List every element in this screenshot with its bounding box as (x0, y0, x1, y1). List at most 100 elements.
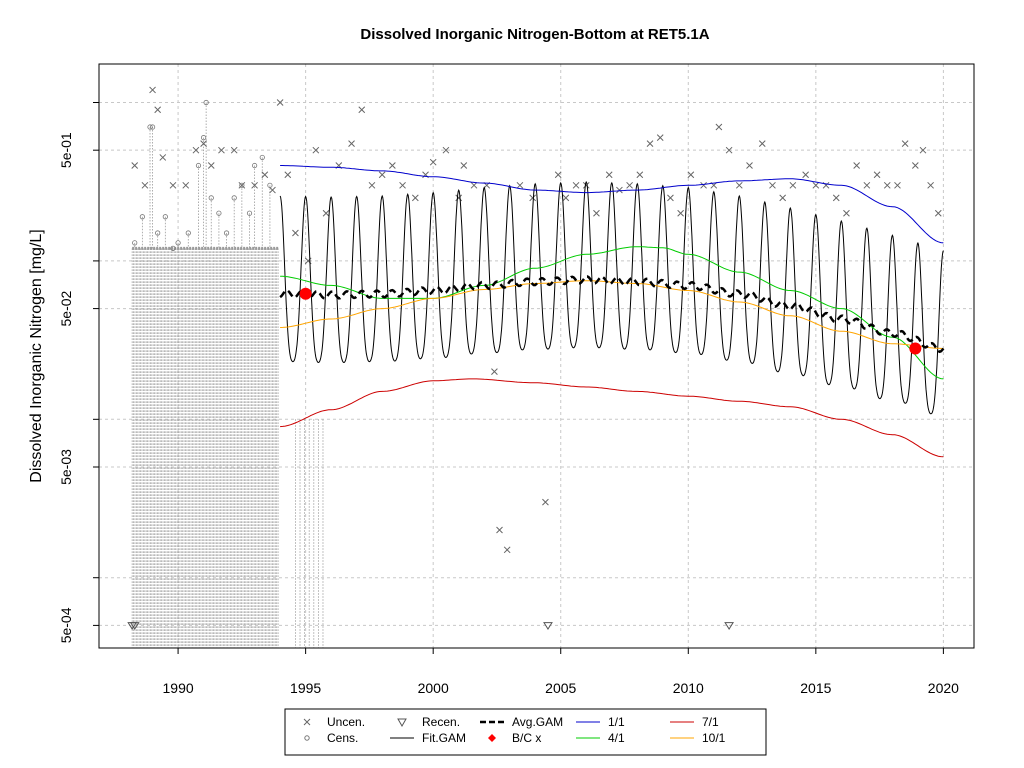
uncensored-point (572, 181, 580, 189)
uncensored-point (218, 146, 225, 154)
uncensored-point (141, 181, 149, 189)
uncensored-point (554, 171, 562, 179)
uncensored-point (159, 154, 167, 161)
uncensored-point (276, 99, 284, 106)
uncensored-point (411, 194, 419, 202)
censored-point (175, 240, 181, 246)
y-tick-label: 5e-03 (58, 449, 74, 485)
uncensored-point (149, 86, 156, 94)
censored-point (139, 214, 145, 220)
uncensored-point (758, 140, 766, 147)
legend-item: 4/1 (576, 731, 625, 745)
censored-point (216, 210, 222, 216)
uncensored-point (348, 140, 355, 147)
grid (99, 64, 974, 648)
censored-point (195, 162, 202, 169)
axes: 1990 1995 2000 2005 2010 2015 2020 5e-04 5e-03 5e… (58, 101, 959, 696)
uncensored-point (735, 181, 743, 189)
legend-item: Fit.GAM (390, 731, 466, 745)
uncensored-point (389, 162, 396, 169)
x-tick-label: 2010 (673, 680, 704, 696)
uncensored-point (491, 368, 498, 375)
uncensored-point (542, 498, 549, 506)
uncensored-point (284, 171, 292, 179)
uncensored-point (843, 209, 850, 217)
uncensored-point (251, 181, 258, 189)
uncensored-point (429, 158, 437, 166)
uncensored-point (322, 209, 330, 217)
uncensored-point (261, 171, 269, 179)
uncensored-point (725, 146, 733, 154)
uncensored-point (358, 106, 366, 114)
x-tick-label: 2005 (545, 680, 576, 696)
uncensored-point (192, 146, 200, 154)
uncensored-point (934, 209, 942, 217)
uncensored-point (656, 134, 664, 141)
uncensored-point (368, 181, 376, 189)
legend-label: 4/1 (608, 731, 625, 745)
legend-triangle-marker (397, 718, 407, 728)
censored-point (147, 124, 153, 130)
censored-point (231, 195, 237, 201)
x-tick-label: 1990 (163, 680, 194, 696)
legend-label: B/C x (512, 731, 541, 745)
censored-point (162, 214, 168, 220)
censored-point (132, 240, 138, 246)
legend-item: Uncen. (303, 715, 365, 729)
bc-points (299, 287, 922, 355)
uncensored-point (700, 181, 707, 189)
legend-item: Cens. (304, 731, 358, 745)
legend-label: 7/1 (702, 715, 719, 729)
legend-item: B/C x (488, 731, 541, 745)
uncensored-point (769, 181, 776, 189)
x-tick-label: 1995 (290, 680, 321, 696)
uncensored-point (238, 181, 246, 189)
fit-gam-line (279, 180, 944, 415)
legend-item: Avg.GAM (480, 715, 563, 729)
uncensored-point (616, 186, 623, 194)
uncensored-point (230, 146, 238, 154)
series-line-7-1 (280, 378, 944, 458)
uncensored-point (802, 171, 809, 179)
bc-point (299, 287, 312, 300)
series-line-4-1 (280, 246, 944, 380)
uncensored-point (746, 162, 753, 169)
uncensored-point (646, 140, 654, 147)
series-line-1-1 (280, 165, 944, 244)
uncensored-point (789, 181, 797, 189)
uncensored-point (292, 229, 299, 237)
uncensored-point (269, 186, 276, 194)
data-points (127, 86, 942, 630)
legend-box (284, 708, 767, 756)
censored-point (259, 154, 265, 161)
uncensored-point (582, 181, 590, 189)
legend-label: Fit.GAM (422, 731, 466, 745)
censored-point (252, 162, 258, 169)
uncensored-point (399, 181, 406, 189)
legend-label: Recen. (422, 715, 460, 729)
uncensored-point (605, 171, 613, 179)
censored-point (223, 230, 230, 236)
legend-item: 10/1 (670, 731, 726, 745)
uncensored-point (812, 181, 820, 189)
censored-point (239, 182, 245, 188)
legend-label: Cens. (327, 731, 358, 745)
uncensored-point (496, 526, 503, 534)
y-tick-label: 5e-02 (58, 290, 74, 326)
avg-gam-line (279, 275, 945, 354)
censored-point (267, 182, 273, 188)
uncensored-point (927, 181, 934, 189)
plot-frame (98, 63, 975, 649)
series-lines (279, 165, 945, 458)
uncensored-point (562, 194, 570, 202)
legend-diamond-marker (488, 734, 496, 742)
uncensored-point (378, 171, 386, 179)
uncensored-point (503, 546, 511, 554)
uncensored-point (169, 181, 177, 189)
censored-point (200, 135, 207, 141)
censored-point (185, 230, 191, 236)
uncensored-point (131, 162, 139, 169)
uncensored-point (154, 106, 162, 114)
uncensored-point (779, 194, 787, 202)
